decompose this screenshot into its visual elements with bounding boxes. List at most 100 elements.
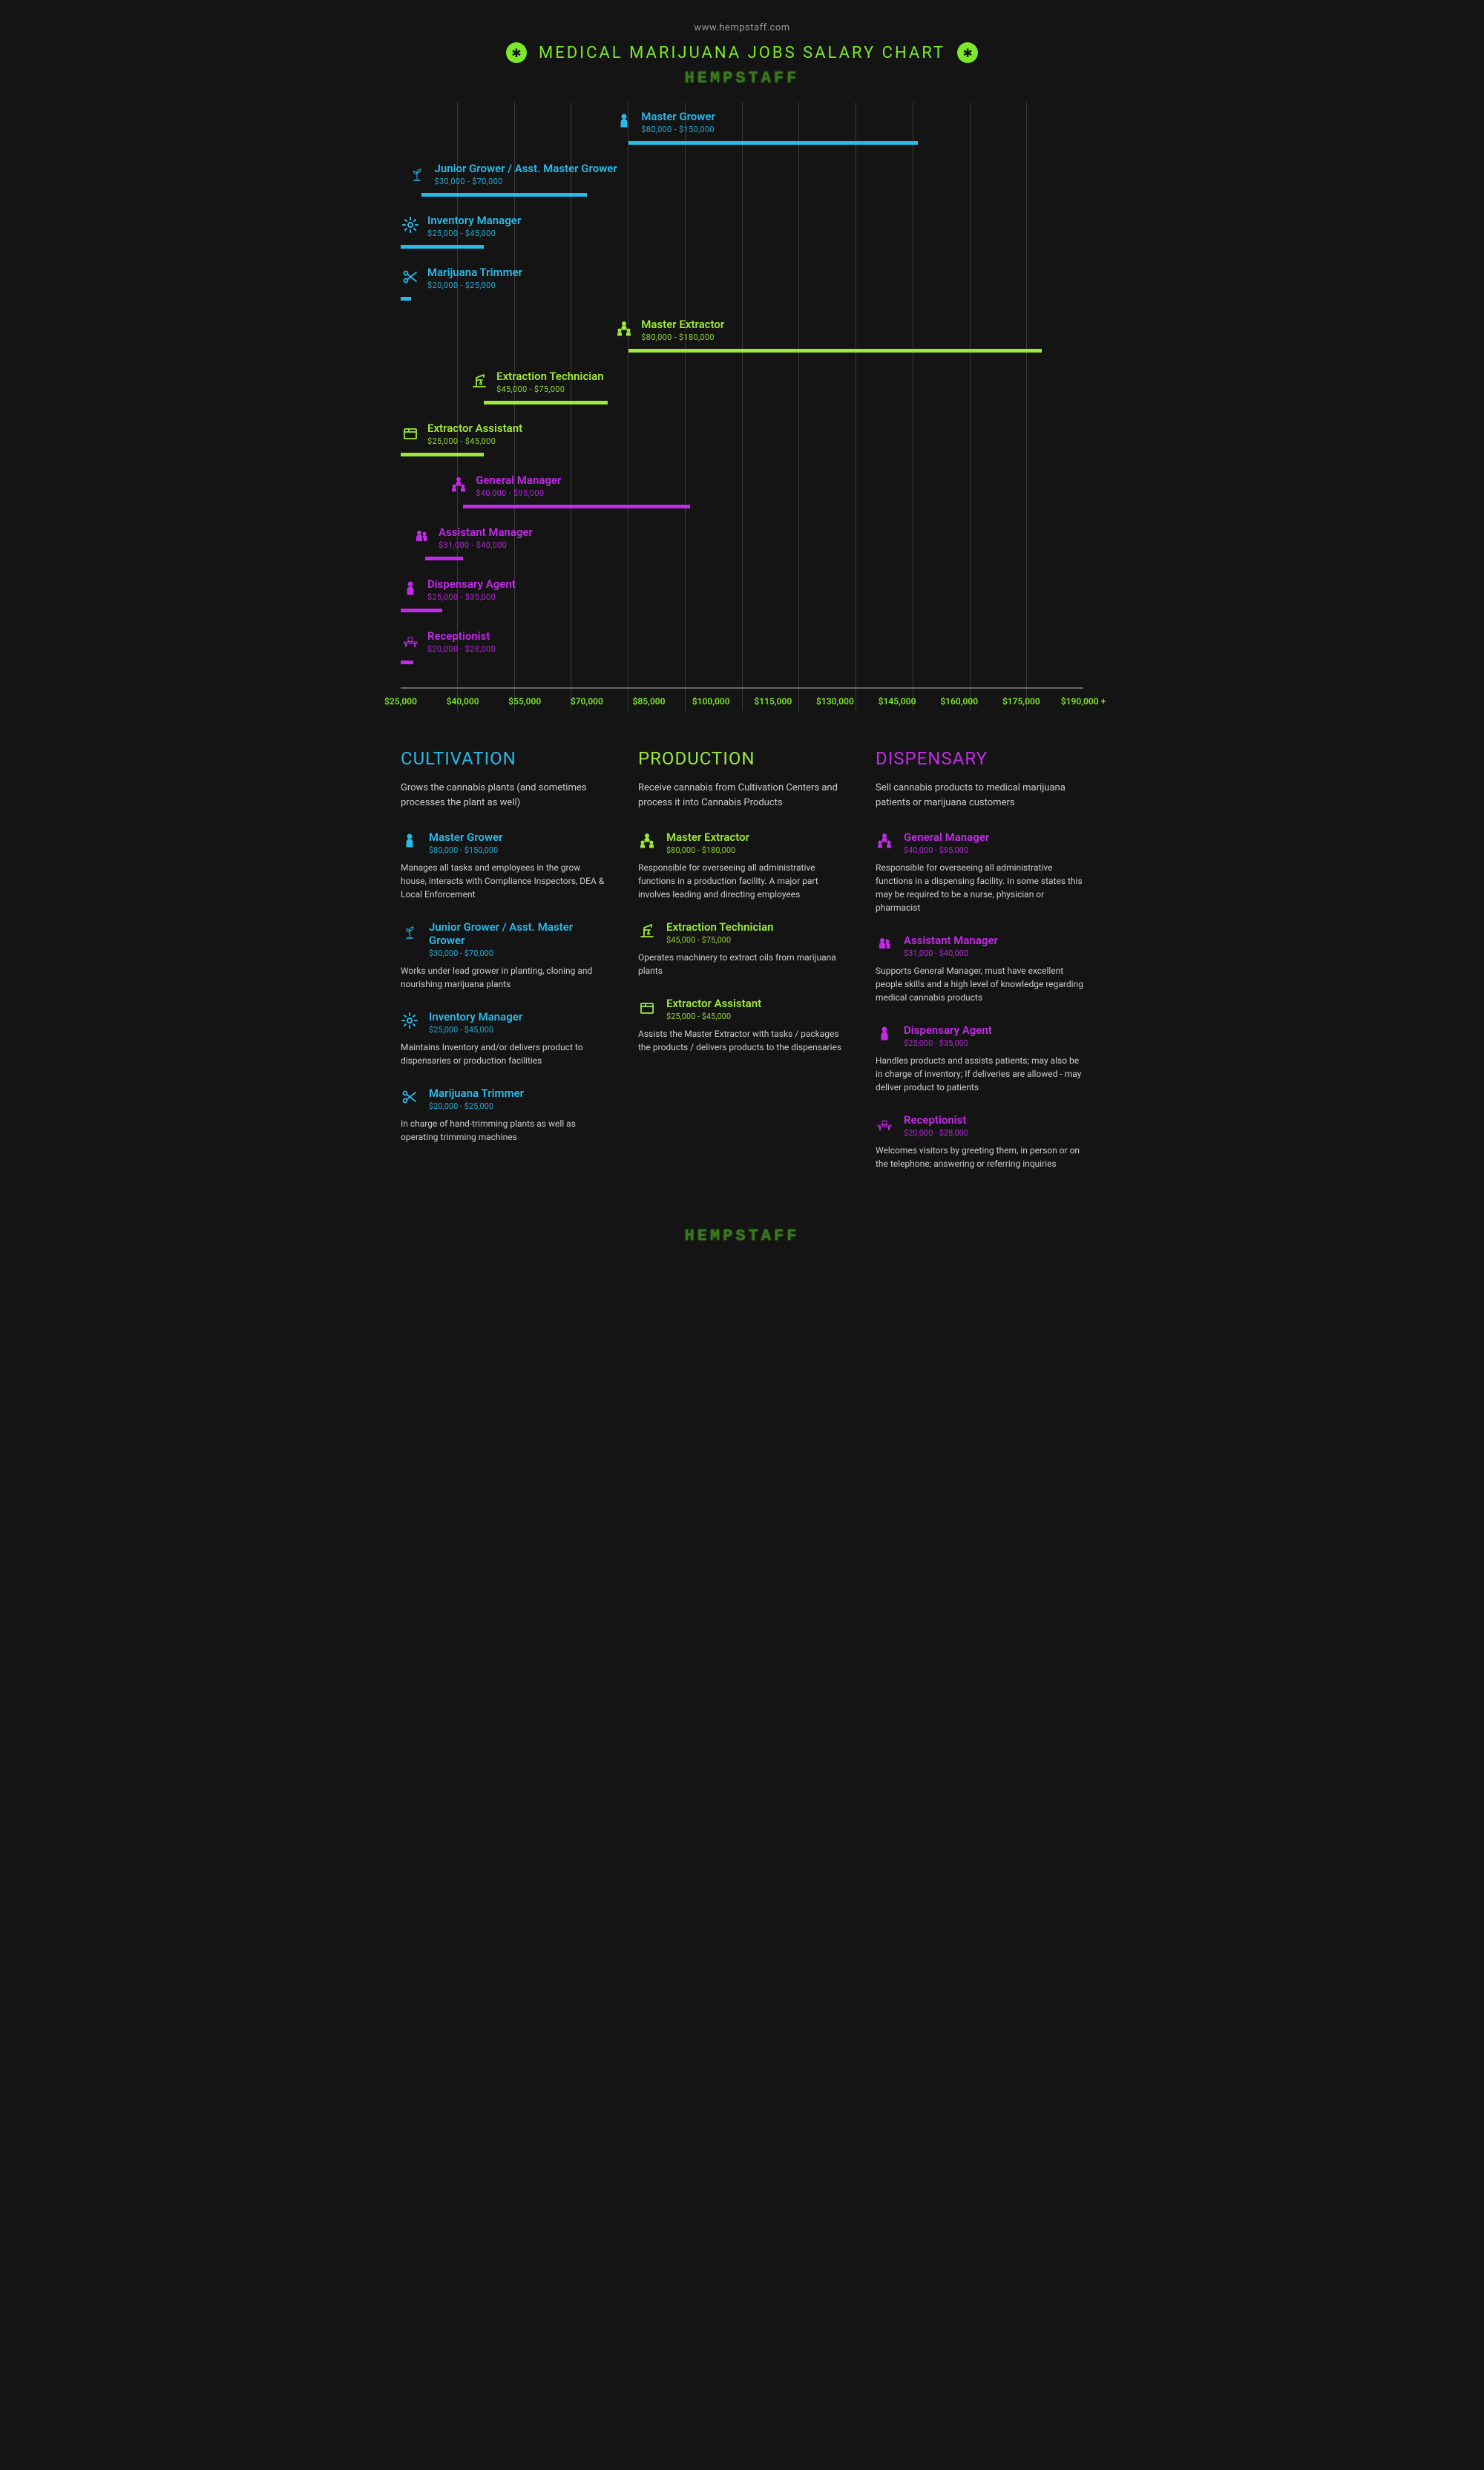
category-column: PRODUCTION Receive cannabis from Cultiva… [638,748,846,1190]
person-icon [401,832,420,853]
job-description: Works under lead grower in planting, clo… [401,964,608,991]
category-columns: CULTIVATION Grows the cannabis plants (a… [401,748,1083,1190]
person-icon [876,1025,895,1046]
x-ticks: $25,000$40,000$55,000$70,000$85,000$100,… [401,696,1083,711]
job-title: Dispensary Agent [904,1023,992,1037]
job-title: Assistant Manager [439,525,533,539]
scissors-icon [401,1088,420,1109]
people-icon [449,475,468,494]
site-url: www.hempstaff.com [401,22,1083,33]
x-tick-label: $175,000 [1002,696,1040,707]
salary-bar [421,193,587,197]
job-detail: Master Grower $80,000 - $150,000 Manages… [401,831,608,901]
job-description: Responsible for overseeing all administr… [638,861,846,901]
salary-bar [484,401,608,404]
job-title: Master Grower [641,110,715,123]
job-salary: $31,000 - $40,000 [439,540,533,550]
job-row: Master Grower $80,000 - $150,000 [401,110,1083,162]
chart-rows: Master Grower $80,000 - $150,000 Junior … [401,110,1083,681]
person-icon [401,579,420,598]
x-tick-label: $100,000 [692,696,730,707]
job-title: Receptionist [904,1113,968,1127]
job-row: Extraction Technician $45,000 - $75,000 [401,370,1083,422]
job-description: Welcomes visitors by greeting them, in p… [876,1144,1083,1170]
category-column: DISPENSARY Sell cannabis products to med… [876,748,1083,1190]
x-axis [401,687,1083,689]
job-description: Handles products and assists patients; m… [876,1054,1083,1094]
job-description: Manages all tasks and employees in the g… [401,861,608,901]
job-title: Junior Grower / Asst. Master Grower [429,920,608,947]
job-detail: Receptionist $20,000 - $28,000 Welcomes … [876,1113,1083,1170]
job-title: Inventory Manager [427,214,521,227]
people2-icon [876,935,895,956]
job-salary: $25,000 - $45,000 [429,1025,522,1035]
people2-icon [412,527,431,546]
job-detail: Assistant Manager $31,000 - $40,000 Supp… [876,934,1083,1004]
x-tick-label: $145,000 [879,696,916,707]
job-title: Extractor Assistant [666,997,761,1010]
category-description: Receive cannabis from Cultivation Center… [638,781,846,810]
gear-icon [401,215,420,235]
job-salary: $25,000 - $35,000 [427,592,516,602]
job-salary: $40,000 - $95,000 [476,488,561,498]
page-title: MEDICAL MARIJUANA JOBS SALARY CHART [539,44,945,62]
job-title: Extractor Assistant [427,422,522,435]
sprout-icon [407,163,427,183]
job-title: Extraction Technician [496,370,604,383]
job-salary: $80,000 - $150,000 [641,125,715,134]
job-title: Marijuana Trimmer [429,1087,524,1100]
gear-icon [401,1012,420,1032]
leaf-icon: ✱ [506,42,527,63]
job-salary: $80,000 - $180,000 [666,845,749,855]
job-salary: $45,000 - $75,000 [496,384,604,394]
job-title: General Manager [476,474,561,487]
job-salary: $25,000 - $45,000 [427,229,521,238]
x-tick-label: $70,000 [571,696,603,707]
salary-bar [425,557,462,560]
sprout-icon [401,922,420,943]
job-title: Master Grower [429,831,503,844]
desk-icon [876,1115,895,1136]
category-title: CULTIVATION [401,748,608,769]
header: www.hempstaff.com ✱ MEDICAL MARIJUANA JO… [401,22,1083,88]
x-tick-label: $85,000 [633,696,666,707]
job-detail: General Manager $40,000 - $95,000 Respon… [876,831,1083,914]
crane-icon [638,922,657,943]
category-description: Grows the cannabis plants (and sometimes… [401,781,608,810]
job-title: Assistant Manager [904,934,998,947]
job-salary: $80,000 - $180,000 [641,332,724,342]
job-description: Assists the Master Extractor with tasks … [638,1027,846,1054]
category-description: Sell cannabis products to medical mariju… [876,781,1083,810]
salary-bar [628,349,1043,353]
x-tick-label: $115,000 [754,696,792,707]
job-title: Dispensary Agent [427,577,516,591]
people-icon [876,832,895,853]
box-icon [638,998,657,1019]
job-title: General Manager [904,831,989,844]
job-salary: $20,000 - $25,000 [429,1101,524,1111]
job-row: Junior Grower / Asst. Master Grower $30,… [401,162,1083,214]
x-tick-label: $130,000 [816,696,854,707]
job-title: Master Extractor [641,318,724,331]
brand-logo: HEMPSTAFF [401,1227,1083,1245]
job-row: Master Extractor $80,000 - $180,000 [401,318,1083,370]
job-detail: Extraction Technician $45,000 - $75,000 … [638,920,846,977]
job-detail: Junior Grower / Asst. Master Grower $30,… [401,920,608,991]
job-salary: $20,000 - $28,000 [427,644,496,654]
job-salary: $25,000 - $45,000 [427,436,522,446]
person-icon [614,111,634,131]
x-tick-label: $40,000 [447,696,479,707]
job-row: Marijuana Trimmer $20,000 - $25,000 [401,266,1083,318]
job-row: Receptionist $20,000 - $28,000 [401,629,1083,681]
job-detail: Dispensary Agent $25,000 - $35,000 Handl… [876,1023,1083,1094]
category-title: PRODUCTION [638,748,846,769]
job-title: Extraction Technician [666,920,774,934]
job-description: Maintains Inventory and/or delivers prod… [401,1041,608,1067]
job-row: Extractor Assistant $25,000 - $45,000 [401,422,1083,474]
job-salary: $30,000 - $70,000 [429,949,608,958]
job-title: Receptionist [427,629,496,643]
job-salary: $45,000 - $75,000 [666,935,774,945]
leaf-icon: ✱ [957,42,978,63]
job-description: Operates machinery to extract oils from … [638,951,846,977]
job-description: Supports General Manager, must have exce… [876,964,1083,1004]
